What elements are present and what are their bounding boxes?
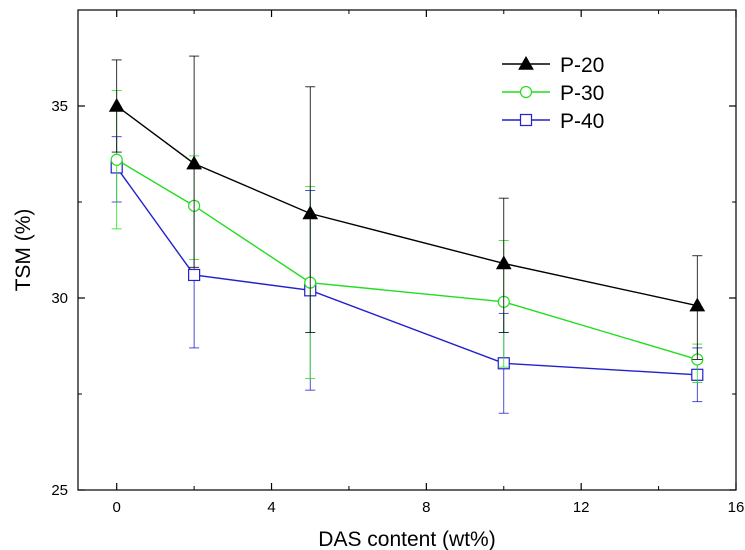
- x-tick-label: 0: [113, 499, 121, 516]
- x-tick-label: 4: [267, 499, 275, 516]
- data-point-circle: [110, 153, 123, 166]
- y-tick-label: 30: [51, 290, 68, 307]
- series-P-30: [110, 90, 704, 383]
- data-point-triangle: [186, 155, 202, 170]
- legend-label: P-40: [560, 110, 604, 133]
- data-point-triangle: [108, 97, 125, 112]
- legend-item-P-30: P-30: [502, 82, 604, 105]
- x-tick-label: 12: [573, 499, 590, 516]
- y-axis-label: TSM (%): [12, 209, 35, 292]
- data-point-square: [188, 268, 201, 282]
- plot-frame: [77, 9, 737, 491]
- data-point-triangle: [689, 297, 706, 312]
- x-tick-label: 8: [422, 499, 430, 516]
- data-point-triangle: [518, 55, 534, 70]
- y-tick-label: 25: [51, 482, 68, 499]
- data-point-triangle: [495, 255, 512, 270]
- plot-content: [108, 55, 706, 414]
- legend-item-P-20: P-20: [502, 54, 604, 77]
- x-axis-label: DAS content (wt%): [318, 528, 495, 550]
- axes: 0 4 8 12 16 25 30 35: [51, 10, 744, 516]
- data-point-square: [519, 113, 533, 127]
- legend-label: P-20: [560, 54, 604, 77]
- data-point-triangle: [302, 205, 319, 220]
- legend-item-P-40: P-40: [502, 110, 604, 133]
- series-P-40: [110, 136, 704, 414]
- legend-label: P-30: [560, 82, 604, 105]
- legend: P-20 P-30 P-40: [502, 54, 604, 133]
- series-line: [116, 167, 698, 376]
- series-P-20: [108, 55, 706, 360]
- series-line: [116, 159, 698, 361]
- y-tick-label: 35: [51, 98, 68, 115]
- data-point-circle: [519, 85, 533, 99]
- x-tick-label: 16: [728, 499, 745, 516]
